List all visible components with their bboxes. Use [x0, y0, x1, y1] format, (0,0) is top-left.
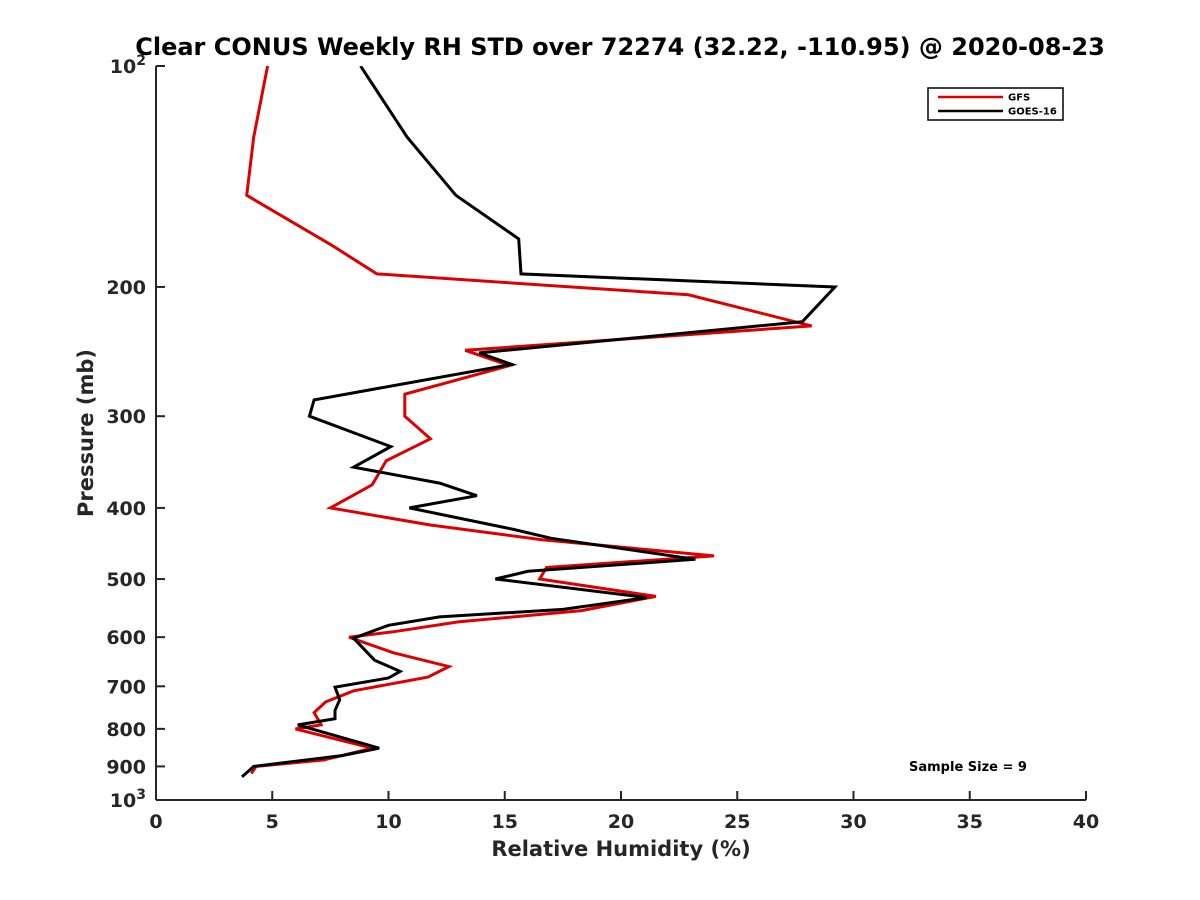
y-tick-label: 800 [106, 719, 146, 741]
legend-label-gfs: GFS [1008, 93, 1030, 104]
y-tick-label: 400 [106, 498, 146, 520]
chart-title: Clear CONUS Weekly RH STD over 72274 (32… [135, 33, 1105, 61]
legend-items: GFS GOES-16 [938, 93, 1057, 118]
x-tick-label: 5 [266, 811, 279, 833]
x-tick-label: 40 [1073, 811, 1099, 833]
x-tick-label: 15 [492, 811, 518, 833]
y-tick-label: 300 [106, 406, 146, 428]
y-tick-label: 600 [106, 627, 146, 649]
x-tick-label: 30 [840, 811, 866, 833]
series-line-gfs [245, 66, 812, 775]
y-tick-label: 200 [106, 277, 146, 299]
x-tick-label: 20 [608, 811, 634, 833]
x-ticks: 0 5 10 15 20 25 30 35 40 [149, 791, 1099, 833]
x-tick-label: 0 [149, 811, 162, 833]
y-tick-label: 500 [106, 569, 146, 591]
legend-label-goes-16: GOES-16 [1008, 107, 1057, 118]
x-tick-label: 35 [957, 811, 983, 833]
y-axis-label: Pressure (mb) [74, 349, 98, 517]
y-tick-label: 900 [106, 756, 146, 778]
legend: GFS GOES-16 [927, 87, 1064, 121]
y-tick-label: 700 [106, 676, 146, 698]
series-line-goes-16 [240, 66, 839, 779]
x-tick-label: 10 [375, 811, 401, 833]
sample-size-annotation: Sample Size = 9 [909, 760, 1027, 775]
series-layer [240, 66, 839, 779]
plot-area [240, 66, 839, 779]
legend-box [927, 87, 1064, 121]
x-axis-label: Relative Humidity (%) [491, 837, 750, 861]
x-tick-label: 25 [724, 811, 750, 833]
y-ticks: 102 200 300 400 500 600 700 800 900 103 [106, 53, 165, 812]
y-tick-label: 102 [110, 53, 146, 78]
y-tick-label: 103 [110, 787, 146, 812]
axes: 0 5 10 15 20 25 30 35 40 102 200 300 400 500 600 700 80… [106, 53, 1099, 833]
